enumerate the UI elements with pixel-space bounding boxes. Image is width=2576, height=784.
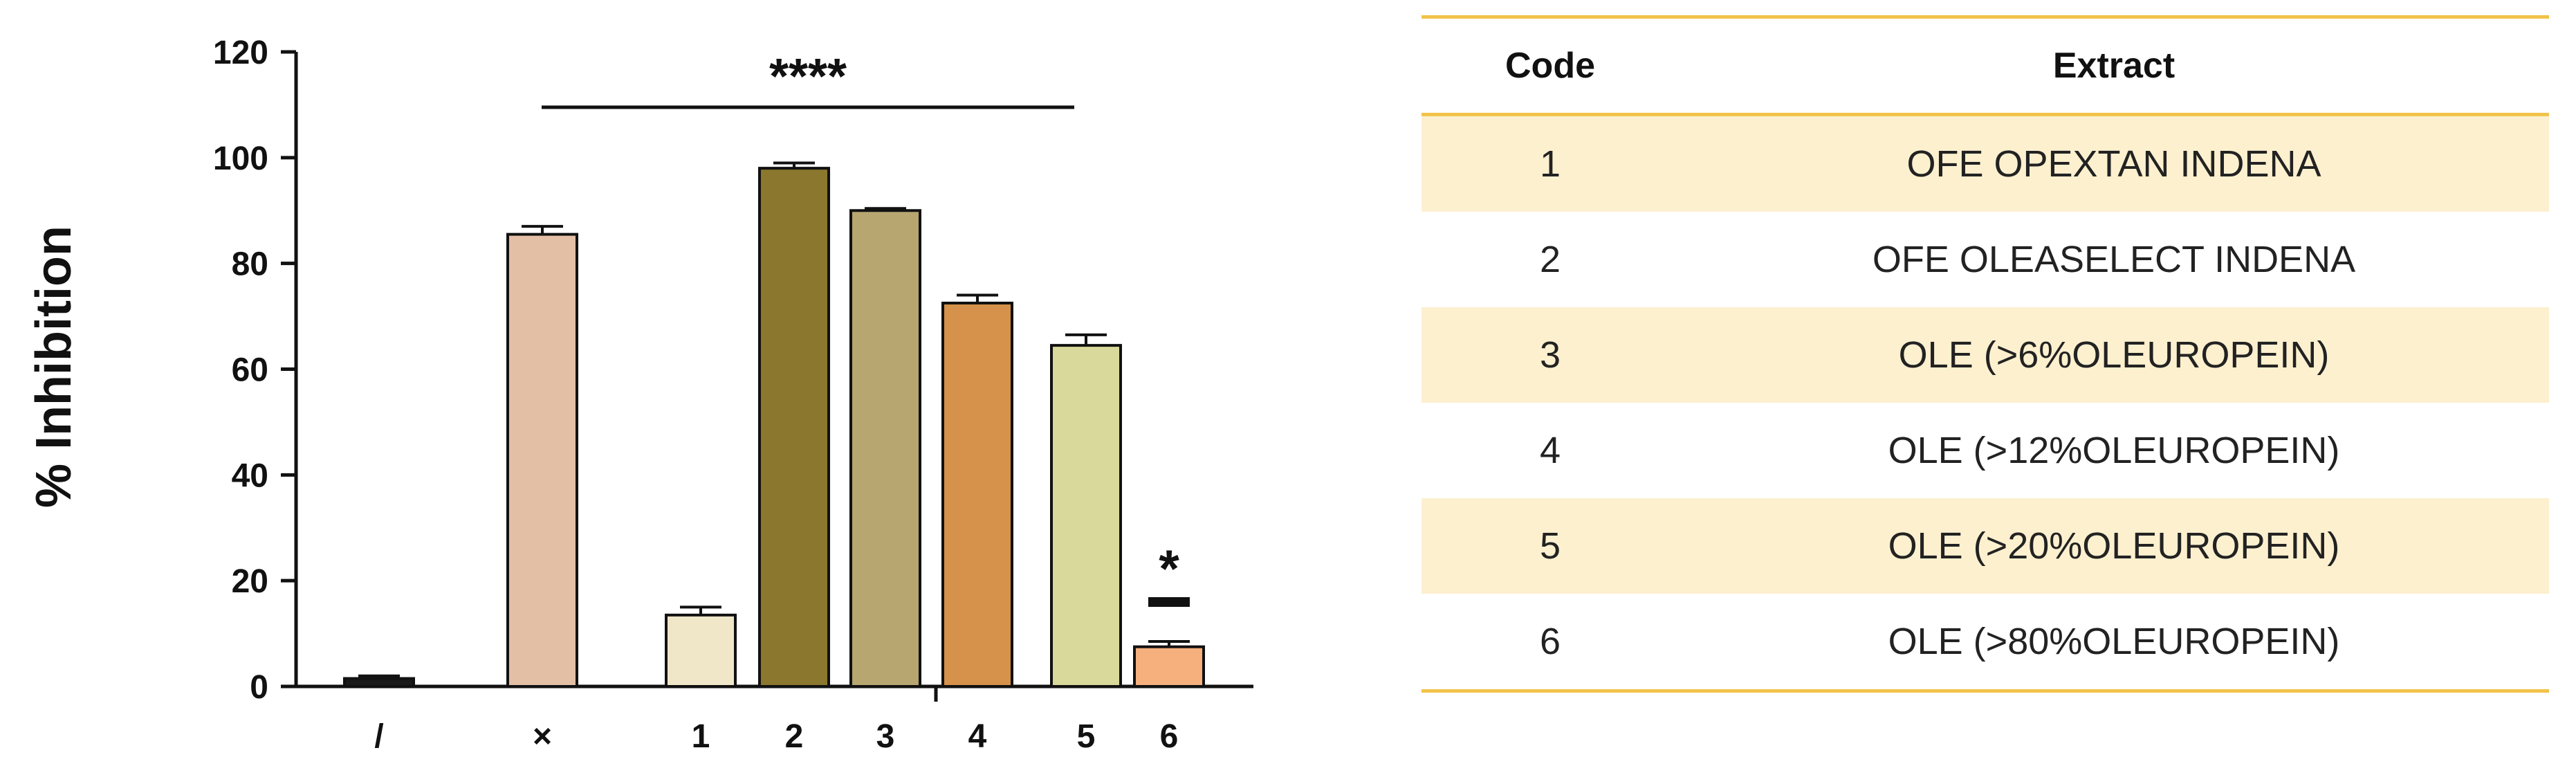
row-code: 3 — [1539, 334, 1561, 376]
bar-7 — [1133, 645, 1205, 688]
bar-2 — [665, 613, 737, 689]
table-row: 5 OLE (>20%OLEUROPEIN) — [1422, 498, 2549, 594]
x-category-label-4: 3 — [876, 718, 895, 755]
significance-bracket-label: **** — [769, 49, 847, 104]
row-extract: OFE OLEASELECT INDENA — [1872, 239, 2356, 280]
y-tick-label-20: 20 — [232, 563, 268, 600]
table-row: 1 OFE OPEXTAN INDENA — [1422, 114, 2549, 212]
x-category-label-1: × — [533, 718, 552, 755]
bar-0 — [343, 677, 415, 688]
x-category-label-3: 2 — [785, 718, 804, 755]
y-tick-label-60: 60 — [232, 352, 268, 389]
bar-3 — [758, 167, 830, 689]
row-extract: OLE (>12%OLEUROPEIN) — [1888, 430, 2340, 471]
header-code: Code — [1505, 46, 1595, 86]
chart-bars — [343, 161, 1205, 689]
row-extract: OLE (>20%OLEUROPEIN) — [1888, 525, 2340, 567]
table-row: 6 OLE (>80%OLEUROPEIN) — [1422, 594, 2549, 691]
bar-5 — [941, 301, 1013, 688]
row-extract: OLE (>6%OLEUROPEIN) — [1898, 334, 2330, 376]
table-row: 3 OLE (>6%OLEUROPEIN) — [1422, 307, 2549, 403]
x-category-label-2: 1 — [692, 718, 710, 755]
table-row: 4 OLE (>12%OLEUROPEIN) — [1422, 403, 2549, 498]
chart-labels: 0 20 40 60 80 100 120 / × 1 2 3 4 5 6 — [213, 35, 1178, 755]
bar-1 — [506, 233, 578, 688]
row-extract: OFE OPEXTAN INDENA — [1906, 143, 2321, 185]
x-category-label-0: / — [374, 718, 383, 755]
row-code: 4 — [1539, 430, 1561, 471]
y-tick-label-100: 100 — [213, 140, 268, 177]
x-category-label-7: 6 — [1160, 718, 1179, 755]
header-extract: Extract — [2052, 46, 2175, 86]
bar-4 — [849, 209, 921, 688]
y-tick-label-80: 80 — [232, 246, 268, 283]
row-code: 1 — [1539, 143, 1561, 185]
y-tick-label-40: 40 — [232, 457, 268, 494]
table-header-row: Code Extract — [1422, 17, 2549, 115]
row-code: 5 — [1539, 525, 1561, 567]
y-axis-label: % Inhibition — [26, 226, 82, 508]
row-code: 2 — [1539, 239, 1561, 280]
row-extract: OLE (>80%OLEUROPEIN) — [1888, 621, 2340, 662]
x-category-label-6: 5 — [1077, 718, 1096, 755]
x-category-label-5: 4 — [968, 718, 987, 755]
bar-6-significance-label: * — [1159, 540, 1179, 599]
bar-6 — [1050, 344, 1122, 688]
extract-table: Code Extract 1 OFE OPEXTAN INDENA 2 OFE … — [1422, 15, 2549, 693]
y-tick-label-0: 0 — [250, 669, 268, 706]
row-code: 6 — [1539, 621, 1561, 662]
y-tick-label-120: 120 — [213, 35, 268, 71]
table-row: 2 OFE OLEASELECT INDENA — [1422, 212, 2549, 307]
